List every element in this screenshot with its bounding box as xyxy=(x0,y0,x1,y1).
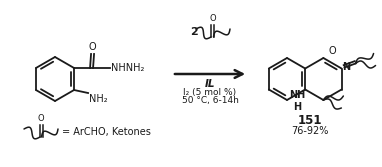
Text: NH₂: NH₂ xyxy=(89,94,108,104)
Text: 76-92%: 76-92% xyxy=(291,126,329,136)
Text: N: N xyxy=(343,62,351,72)
Text: O: O xyxy=(38,114,44,123)
Text: O: O xyxy=(89,42,96,52)
Text: NHNH₂: NHNH₂ xyxy=(111,63,144,73)
Text: 151: 151 xyxy=(298,114,322,127)
Text: IL: IL xyxy=(205,79,215,89)
Text: NH
H: NH H xyxy=(289,91,305,112)
Text: I₂ (5 mol %): I₂ (5 mol %) xyxy=(183,88,236,97)
Text: 2: 2 xyxy=(190,27,198,37)
Text: = ArCHO, Ketones: = ArCHO, Ketones xyxy=(62,127,151,137)
Text: O: O xyxy=(209,14,216,23)
Text: 50 °C, 6-14h: 50 °C, 6-14h xyxy=(181,96,238,105)
Text: O: O xyxy=(329,46,336,56)
